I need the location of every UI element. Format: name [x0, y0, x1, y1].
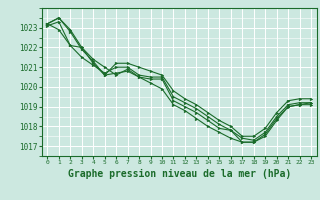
X-axis label: Graphe pression niveau de la mer (hPa): Graphe pression niveau de la mer (hPa): [68, 169, 291, 179]
